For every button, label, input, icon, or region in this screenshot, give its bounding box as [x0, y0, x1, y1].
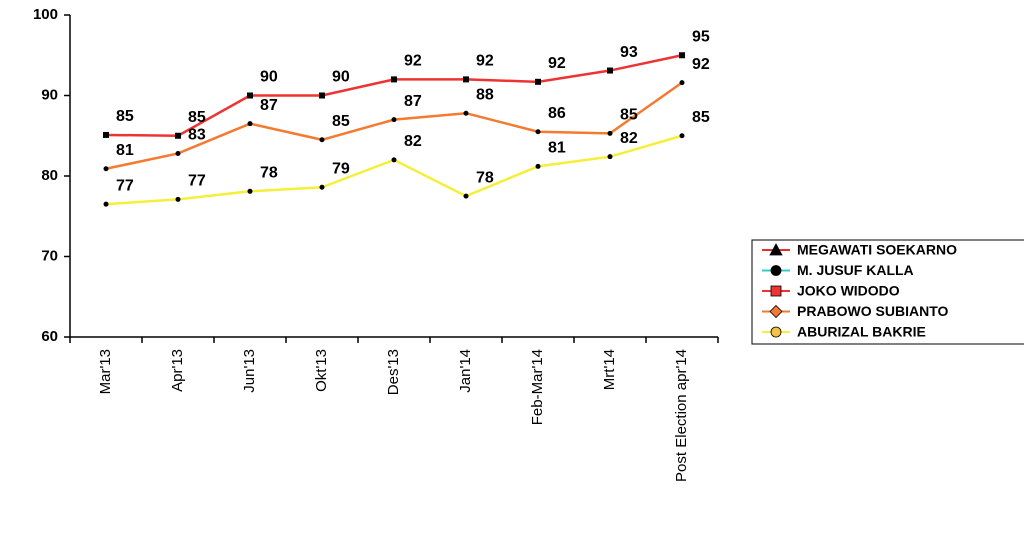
- data-label: 90: [332, 69, 350, 86]
- data-label: 92: [548, 55, 566, 72]
- point: [175, 150, 181, 156]
- point: [391, 157, 397, 163]
- data-label: 93: [620, 44, 638, 61]
- point: [319, 92, 325, 99]
- point: [535, 129, 541, 135]
- y-tick-label: 70: [41, 247, 58, 264]
- data-label: 88: [476, 86, 494, 103]
- point: [463, 76, 469, 83]
- legend-label: ABURIZAL BAKRIE: [797, 324, 926, 340]
- point: [463, 110, 469, 116]
- legend-marker: [770, 285, 782, 297]
- x-tick-label: Apr'13: [169, 349, 186, 392]
- data-label: 81: [548, 140, 566, 157]
- y-tick-label: 90: [41, 86, 58, 103]
- legend-label: PRABOWO SUBIANTO: [797, 303, 949, 319]
- data-label: 92: [476, 53, 494, 70]
- point: [103, 201, 109, 207]
- x-tick-label: Jan'14: [457, 349, 474, 393]
- legend-box: [751, 239, 1024, 345]
- point: [391, 76, 397, 83]
- data-label: 92: [404, 53, 422, 70]
- data-label: 81: [116, 142, 134, 159]
- data-label: 85: [692, 109, 710, 126]
- data-label: 77: [188, 173, 206, 190]
- point: [247, 121, 253, 127]
- legend-marker: [770, 326, 782, 338]
- x-tick-label: Okt'13: [313, 349, 330, 392]
- y-tick-label: 100: [33, 6, 58, 23]
- data-label: 77: [116, 177, 134, 194]
- point: [319, 184, 325, 190]
- data-label: 82: [404, 133, 422, 150]
- point: [679, 133, 685, 139]
- point: [247, 188, 253, 194]
- point: [679, 52, 685, 59]
- point: [607, 67, 613, 74]
- data-label: 85: [116, 108, 134, 125]
- data-label: 78: [260, 165, 278, 182]
- data-label: 92: [692, 56, 710, 73]
- data-label: 82: [620, 130, 638, 147]
- legend-marker: [770, 265, 782, 276]
- point: [535, 78, 541, 85]
- data-label: 86: [548, 105, 566, 122]
- data-label: 90: [260, 69, 278, 86]
- data-label: 85: [332, 113, 350, 130]
- legend-label: MEGAWATI SOEKARNO: [797, 242, 957, 258]
- data-label: 79: [332, 160, 350, 177]
- point: [391, 117, 397, 123]
- data-label: 87: [260, 97, 278, 114]
- point: [607, 130, 613, 136]
- data-label: 87: [404, 93, 422, 110]
- data-label: 85: [620, 107, 638, 124]
- point: [679, 80, 685, 86]
- x-tick-label: Post Election apr'14: [673, 349, 690, 482]
- legend-label: JOKO WIDODO: [797, 283, 900, 299]
- point: [175, 132, 181, 139]
- x-tick-label: Mrt'14: [601, 349, 618, 390]
- data-label: 78: [476, 169, 494, 186]
- point: [463, 193, 469, 199]
- point: [319, 137, 325, 143]
- point: [103, 131, 109, 138]
- series-line: [105, 134, 683, 206]
- legend-label: M. JUSUF KALLA: [797, 262, 914, 278]
- data-label: 85: [188, 109, 206, 126]
- x-tick-label: Jun'13: [241, 349, 258, 393]
- point: [607, 154, 613, 160]
- y-tick-label: 80: [41, 167, 58, 184]
- point: [535, 163, 541, 169]
- legend-marker: [769, 304, 783, 319]
- data-label: 83: [188, 127, 206, 144]
- y-tick-label: 60: [41, 328, 58, 345]
- data-label: 95: [692, 28, 710, 45]
- point: [247, 92, 253, 99]
- x-tick-label: Mar'13: [97, 349, 114, 394]
- x-tick-label: Feb-Mar'14: [529, 349, 546, 425]
- x-tick-label: Des'13: [385, 349, 402, 395]
- point: [175, 196, 181, 202]
- point: [103, 166, 109, 172]
- legend-marker: [769, 243, 783, 256]
